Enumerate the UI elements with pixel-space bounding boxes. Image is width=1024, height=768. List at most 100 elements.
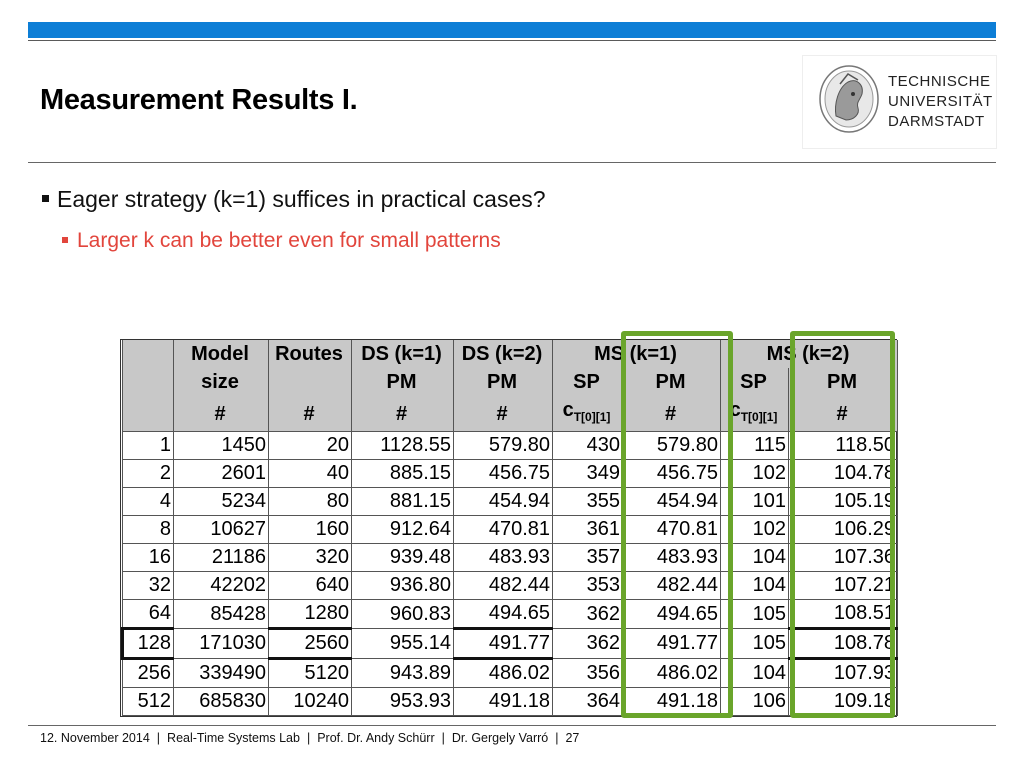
table-cell: 4 <box>122 487 174 516</box>
table-cell: 470.81 <box>453 515 553 544</box>
table-cell: 1128.55 <box>351 431 454 460</box>
header-cell: # <box>622 396 721 432</box>
logo-line: DARMSTADT <box>888 113 985 130</box>
header-cell: # <box>453 396 553 432</box>
table-cell: 80 <box>268 487 352 516</box>
table-cell: 160 <box>268 515 352 544</box>
table-row: 512 685830 10240 953.93 491.18 364 491.18 106 10… <box>122 687 898 716</box>
table-cell: 491.18 <box>622 687 721 716</box>
table-cell: 355 <box>552 487 623 516</box>
header-var: c <box>729 399 741 421</box>
header-cell: DS (k=2) <box>453 340 553 368</box>
table-cell: 936.80 <box>351 571 454 600</box>
table-cell: 356 <box>552 658 623 688</box>
table-cell: 105.19 <box>788 487 898 516</box>
header-cell: DS (k=1) <box>351 340 454 368</box>
table-cell: 491.77 <box>453 627 553 660</box>
table-cell: 107.93 <box>788 658 898 688</box>
athena-seal-icon <box>819 65 879 133</box>
table-cell: 104.78 <box>788 459 898 488</box>
table-cell: 579.80 <box>622 431 721 460</box>
table-cell: 953.93 <box>351 687 454 716</box>
bullet-square-icon <box>42 195 49 202</box>
table-cell: 470.81 <box>622 515 721 544</box>
table-cell: 456.75 <box>622 459 721 488</box>
table-cell: 960.83 <box>351 599 454 629</box>
footer-divider <box>28 725 996 726</box>
table-cell: 1450 <box>173 431 269 460</box>
header-cell: # <box>788 396 898 432</box>
table-cell: 456.75 <box>453 459 553 488</box>
header-cell: PM <box>622 368 721 396</box>
header-cell: Routes <box>268 340 352 368</box>
header-cell <box>122 340 174 368</box>
table-cell: 494.65 <box>453 599 553 629</box>
table-row: 2 2601 40 885.15 456.75 349 456.75 102 104.78 <box>122 459 898 488</box>
results-table: Model Routes DS (k=1) DS (k=2) MS (k=1) … <box>121 340 898 716</box>
footer-separator: | <box>555 731 559 745</box>
table-cell: 482.44 <box>622 571 721 600</box>
table-cell: 21186 <box>173 543 269 572</box>
table-cell: 320 <box>268 543 352 572</box>
table-cell: 8 <box>122 515 174 544</box>
table-cell: 109.18 <box>788 687 898 716</box>
logo-line: TECHNISCHE <box>888 73 991 90</box>
table-cell: 357 <box>552 543 623 572</box>
table-cell: 494.65 <box>622 599 721 629</box>
bullet-level-2: Larger k can be better even for small pa… <box>62 229 501 253</box>
table-cell: 128 <box>121 627 174 660</box>
highlight-ms-k1-pm <box>621 331 733 718</box>
slide-title: Measurement Results I. <box>40 84 358 116</box>
table-cell: 106.29 <box>788 515 898 544</box>
table-cell: 107.36 <box>788 543 898 572</box>
table-cell: 85428 <box>173 599 269 629</box>
header-cell: size <box>173 368 269 396</box>
header-cell: PM <box>453 368 553 396</box>
table-cell: 118.50 <box>788 431 898 460</box>
table-cell: 512 <box>122 687 174 716</box>
table-cell: 881.15 <box>351 487 454 516</box>
table-cell: 1280 <box>268 599 352 629</box>
table-cell: 10240 <box>268 687 352 716</box>
top-divider <box>28 40 996 41</box>
header-cell: PM <box>351 368 454 396</box>
table-cell: 108.78 <box>788 627 898 660</box>
header-row: # # # # cT[0][1] # cT[0][1] # <box>122 396 898 432</box>
table-cell: 115 <box>720 431 789 460</box>
footer-date: 12. November 2014 <box>40 731 150 745</box>
header-divider <box>28 162 996 163</box>
table-cell: 362 <box>552 628 623 659</box>
logo-wordmark: TECHNISCHE UNIVERSITÄT DARMSTADT <box>888 72 993 132</box>
header-subscript: T[0][1] <box>740 410 778 424</box>
header-row: Model Routes DS (k=1) DS (k=2) MS (k=1) … <box>122 340 898 368</box>
table-row: 1 1450 20 1128.55 579.80 430 579.80 115 118.50 <box>122 431 898 460</box>
table-cell: 885.15 <box>351 459 454 488</box>
table-cell: 5234 <box>173 487 269 516</box>
table-body: 1 1450 20 1128.55 579.80 430 579.80 115 118.50 2 2… <box>121 431 898 716</box>
footer-lab: Real-Time Systems Lab <box>167 731 300 745</box>
table-cell: 486.02 <box>622 658 721 688</box>
header-cell: MS (k=2) <box>720 340 898 368</box>
header-cell: SP <box>552 368 623 396</box>
footer-author: Dr. Gergely Varró <box>451 731 549 745</box>
header-cell <box>268 368 352 396</box>
table-row: 32 42202 640 936.80 482.44 353 482.44 104 107.21 <box>122 571 898 600</box>
table-cell: 362 <box>552 599 623 629</box>
highlight-ms-k2-pm <box>790 331 895 718</box>
table-cell: 256 <box>122 658 174 688</box>
table-cell: 64 <box>122 599 174 629</box>
bullet-level-1: Eager strategy (k=1) suffices in practic… <box>42 186 546 213</box>
footer: 12. November 2014 | Real-Time Systems Lab |… <box>40 731 579 745</box>
table-row: 256 339490 5120 943.89 486.02 356 486.02 104 107… <box>122 658 898 688</box>
table-cell: 42202 <box>173 571 269 600</box>
logo-line: UNIVERSITÄT <box>888 93 993 110</box>
table-cell: 482.44 <box>453 571 553 600</box>
footer-page-number: 27 <box>565 731 580 745</box>
header-cell: # <box>351 396 454 432</box>
table-cell: 486.02 <box>453 658 553 688</box>
header-row: size PM PM SP PM SP PM <box>122 368 898 396</box>
table-cell: 483.93 <box>622 543 721 572</box>
table-cell: 339490 <box>173 658 269 688</box>
table-cell: 108.51 <box>788 599 898 629</box>
table-row: 8 10627 160 912.64 470.81 361 470.81 102 106.29 <box>122 515 898 544</box>
